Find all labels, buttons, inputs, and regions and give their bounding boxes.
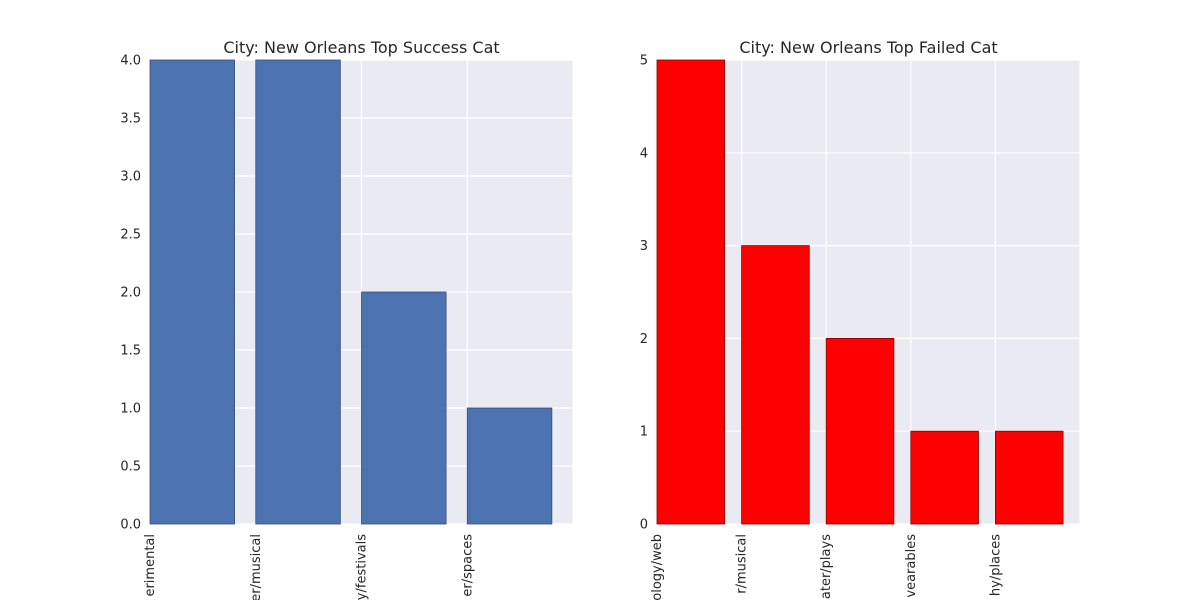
y-tick-label: 1 [640, 425, 648, 440]
y-tick-label: 0.5 [120, 460, 141, 475]
y-tick-label: 3.5 [120, 112, 141, 127]
x-tick-label: ater/plays [819, 534, 834, 599]
x-tick-label: erimental [143, 534, 158, 597]
x-tick-label: ology/web [650, 534, 665, 600]
x-tick-label: er/spaces [460, 534, 475, 597]
y-tick-label: 1.5 [120, 344, 141, 359]
y-tick-label: 5 [640, 54, 648, 69]
y-tick-label: 2 [640, 332, 648, 347]
x-tick-label: y/festivals [355, 534, 370, 600]
bar [466, 407, 553, 525]
failed-category-chart: 0 1 2 3 4 5 ology/web r/musical ater/plays vearab… [640, 38, 1081, 600]
success-category-chart: 0.0 0.5 1.0 1.5 2.0 2.5 3.0 3.5 4.0 erimental er/m… [120, 38, 574, 600]
y-tick-label: 4.0 [120, 54, 141, 69]
y-tick-label: 1.0 [120, 402, 141, 417]
y-tick-label: 0 [640, 518, 648, 533]
x-tick-label: r/musical [735, 534, 750, 594]
y-tick-label: 0.0 [120, 518, 141, 533]
y-tick-label: 2.0 [120, 286, 141, 301]
bar [910, 430, 979, 525]
x-tick-label: hy/places [988, 534, 1003, 596]
bar [361, 291, 447, 525]
bar [995, 430, 1064, 525]
y-tick-label: 4 [640, 146, 648, 161]
y-tick-label: 3.0 [120, 170, 141, 185]
chart-title: City: New Orleans Top Failed Cat [739, 38, 997, 57]
chart-title: City: New Orleans Top Success Cat [223, 38, 499, 57]
x-tick-label: vearables [904, 534, 919, 598]
y-tick-label: 3 [640, 239, 648, 254]
bar [149, 59, 235, 525]
bar [825, 337, 895, 525]
x-tick-label: er/musical [249, 534, 264, 600]
bar [741, 245, 810, 525]
bar [255, 59, 341, 525]
y-tick-label: 2.5 [120, 228, 141, 243]
bar [656, 59, 726, 525]
